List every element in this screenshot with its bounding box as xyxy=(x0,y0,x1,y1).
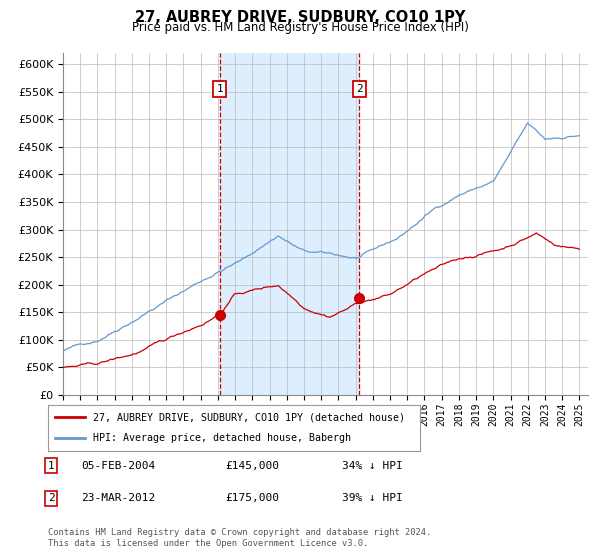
Text: Price paid vs. HM Land Registry's House Price Index (HPI): Price paid vs. HM Land Registry's House … xyxy=(131,21,469,34)
Text: HPI: Average price, detached house, Babergh: HPI: Average price, detached house, Babe… xyxy=(92,433,350,444)
Text: £175,000: £175,000 xyxy=(225,493,279,503)
Text: 05-FEB-2004: 05-FEB-2004 xyxy=(81,461,155,471)
Text: 23-MAR-2012: 23-MAR-2012 xyxy=(81,493,155,503)
Text: 2: 2 xyxy=(356,84,363,94)
Text: 27, AUBREY DRIVE, SUDBURY, CO10 1PY: 27, AUBREY DRIVE, SUDBURY, CO10 1PY xyxy=(135,10,465,25)
Text: 1: 1 xyxy=(216,84,223,94)
Text: £145,000: £145,000 xyxy=(225,461,279,471)
Text: 39% ↓ HPI: 39% ↓ HPI xyxy=(342,493,403,503)
Text: 2: 2 xyxy=(47,493,55,503)
Text: 1: 1 xyxy=(47,461,55,471)
Text: 27, AUBREY DRIVE, SUDBURY, CO10 1PY (detached house): 27, AUBREY DRIVE, SUDBURY, CO10 1PY (det… xyxy=(92,412,404,422)
Bar xyxy=(220,53,359,395)
Text: 34% ↓ HPI: 34% ↓ HPI xyxy=(342,461,403,471)
Text: Contains HM Land Registry data © Crown copyright and database right 2024.
This d: Contains HM Land Registry data © Crown c… xyxy=(48,528,431,548)
